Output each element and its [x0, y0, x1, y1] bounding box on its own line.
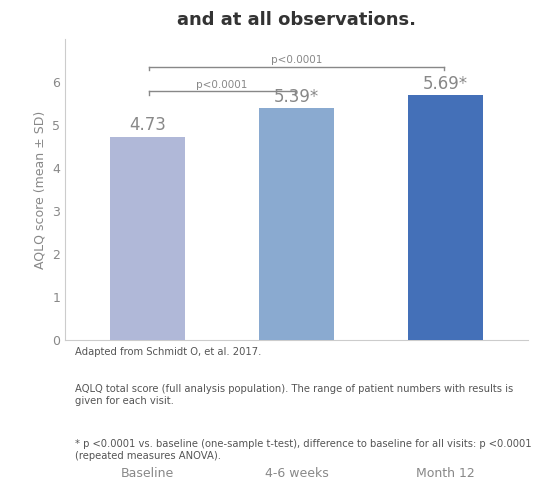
Bar [110, 137, 184, 340]
Text: AQLQ total score (full analysis population). The range of patient numbers with r: AQLQ total score (full analysis populati… [75, 384, 513, 406]
Text: p<0.0001: p<0.0001 [196, 80, 248, 90]
Text: 4-6 weeks: 4-6 weeks [264, 467, 329, 480]
Text: Adapted from Schmidt O, et al. 2017.: Adapted from Schmidt O, et al. 2017. [75, 347, 261, 357]
Bar [259, 108, 334, 340]
Text: 5.39*: 5.39* [274, 88, 319, 106]
Text: Baseline: Baseline [121, 467, 174, 480]
Text: 5.69*: 5.69* [423, 75, 468, 93]
Bar [409, 95, 483, 340]
Y-axis label: AQLQ score (mean ± SD): AQLQ score (mean ± SD) [34, 111, 47, 269]
Text: 4.73: 4.73 [129, 116, 166, 134]
Title: and at all observations.: and at all observations. [177, 11, 416, 29]
Text: * p <0.0001 vs. baseline (one-sample t-test), difference to baseline for all vis: * p <0.0001 vs. baseline (one-sample t-t… [75, 439, 531, 461]
Text: Month 12: Month 12 [416, 467, 475, 480]
Text: p<0.0001: p<0.0001 [271, 55, 322, 65]
